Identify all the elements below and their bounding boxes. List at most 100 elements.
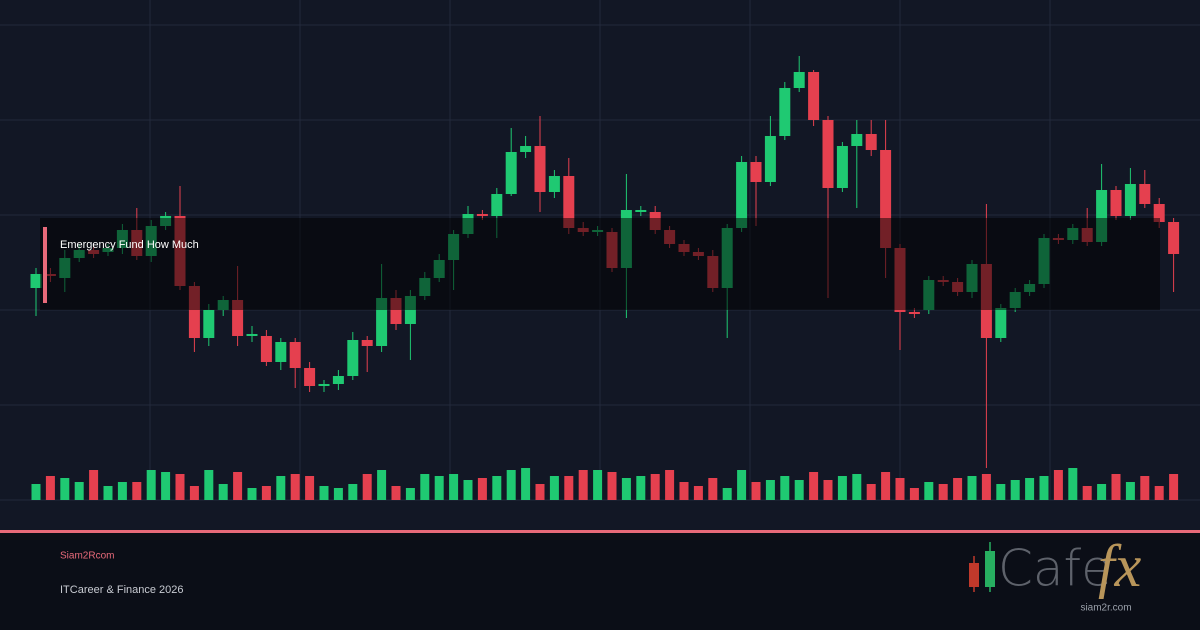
volume-bar xyxy=(449,474,459,500)
volume-bar xyxy=(1097,484,1107,500)
volume-bar xyxy=(103,486,113,500)
candle-body xyxy=(1110,190,1122,216)
label-overlay xyxy=(40,218,1160,310)
volume-bar xyxy=(996,484,1006,500)
volume-bar xyxy=(146,470,156,500)
volume-bar xyxy=(521,468,531,500)
candle-body xyxy=(750,162,762,182)
logo-url: siam2r.com xyxy=(1080,603,1131,614)
volume-bar xyxy=(305,476,315,500)
volume-bar xyxy=(852,474,862,500)
volume-bar xyxy=(607,472,617,500)
candle-body xyxy=(476,214,488,216)
volume-bar xyxy=(492,476,502,500)
candle-body xyxy=(779,88,791,136)
volume-bar xyxy=(247,488,257,500)
volume-bar xyxy=(1010,480,1020,500)
volume-bar xyxy=(1025,478,1035,500)
volume-bar xyxy=(621,478,631,500)
candle-body xyxy=(232,300,244,336)
candle-body xyxy=(635,210,647,212)
volume-bar xyxy=(1169,474,1179,500)
volume-bar xyxy=(31,484,41,500)
footer-caption: ITCareer & Finance 2026 xyxy=(60,584,184,596)
volume-bar xyxy=(564,476,574,500)
candle-body xyxy=(548,176,560,192)
candle-body xyxy=(1096,190,1108,242)
overlay-label: Emergency Fund How Much xyxy=(60,239,199,251)
volume-bar xyxy=(261,486,271,500)
volume-bar xyxy=(881,472,891,500)
candle-body xyxy=(995,308,1007,338)
volume-bar xyxy=(679,482,689,500)
candle-body xyxy=(764,136,776,182)
volume-bar xyxy=(693,486,703,500)
volume-bar xyxy=(751,482,761,500)
candle-body xyxy=(534,146,546,192)
candle-body xyxy=(203,310,215,338)
volume-bar xyxy=(823,480,833,500)
volume-bar xyxy=(953,478,963,500)
volume-bar xyxy=(204,470,214,500)
volume-bar xyxy=(276,476,286,500)
candle-body xyxy=(30,274,42,288)
candle-body xyxy=(318,384,330,386)
volume-bar xyxy=(233,472,243,500)
volume-bar xyxy=(809,472,819,500)
volume-bar xyxy=(981,474,991,500)
volume-bar xyxy=(463,480,473,500)
volume-bar xyxy=(1068,468,1078,500)
volume-bar xyxy=(89,470,99,500)
divider xyxy=(0,530,1200,533)
volume-bar xyxy=(506,470,516,500)
candle-body xyxy=(1153,204,1165,222)
candle-body xyxy=(851,134,863,146)
volume-bar xyxy=(1125,482,1135,500)
volume-bar xyxy=(405,488,415,500)
volume-bar xyxy=(535,484,545,500)
volume-bar xyxy=(593,470,603,500)
candle-body xyxy=(304,368,316,386)
candle-body xyxy=(275,342,287,362)
volume-bar xyxy=(1053,470,1063,500)
candle-body xyxy=(246,334,258,336)
candle-body xyxy=(836,146,848,188)
volume-bar xyxy=(765,480,775,500)
volume-bar xyxy=(362,474,372,500)
volume-bar xyxy=(895,478,905,500)
logo-accent: fx xyxy=(1098,533,1142,599)
volume-bar xyxy=(866,484,876,500)
volume-bar xyxy=(189,486,199,500)
volume-bars xyxy=(31,468,1179,500)
volume-bar xyxy=(45,476,55,500)
candle-body xyxy=(793,72,805,88)
volume-bar xyxy=(117,482,127,500)
volume-bar xyxy=(377,470,387,500)
volume-bar xyxy=(175,474,185,500)
volume-bar xyxy=(132,482,142,500)
logo-candle xyxy=(969,563,979,587)
candle-body xyxy=(520,146,532,152)
volume-bar xyxy=(74,482,84,500)
volume-bar xyxy=(967,476,977,500)
volume-bar xyxy=(333,488,343,500)
candle-body xyxy=(390,298,402,324)
volume-bar xyxy=(1111,474,1121,500)
volume-bar xyxy=(290,474,300,500)
logo-candle xyxy=(985,551,995,587)
volume-bar xyxy=(391,486,401,500)
volume-bar xyxy=(924,482,934,500)
candle-body xyxy=(1168,222,1180,254)
volume-bar xyxy=(218,484,228,500)
candle-body xyxy=(188,286,200,338)
candle-body xyxy=(491,194,503,216)
volume-bar xyxy=(348,484,358,500)
volume-bar xyxy=(434,476,444,500)
volume-bar xyxy=(60,478,70,500)
footer-site: Siam2Rcom xyxy=(60,551,114,562)
volume-bar xyxy=(319,486,329,500)
volume-bar xyxy=(794,480,804,500)
candle-body xyxy=(260,336,272,362)
candle-body xyxy=(563,176,575,228)
